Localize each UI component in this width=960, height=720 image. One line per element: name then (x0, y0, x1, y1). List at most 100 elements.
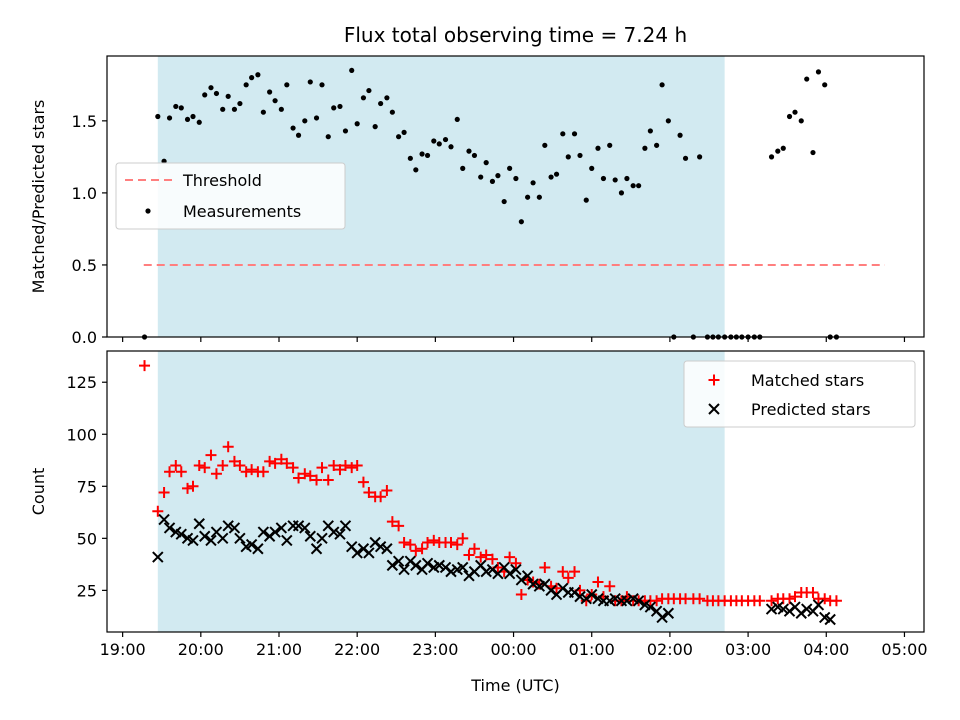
data-point (647, 128, 653, 134)
data-point (234, 532, 246, 545)
data-point (521, 570, 534, 582)
data-point (255, 72, 261, 78)
data-point (325, 134, 331, 140)
data-point (571, 131, 578, 137)
data-point (319, 82, 325, 88)
x-tick-label: 21:00 (256, 640, 302, 659)
data-point (807, 586, 819, 598)
data-point (213, 90, 220, 97)
data-point (193, 459, 205, 471)
data-point (515, 574, 528, 586)
chart-title: Flux total observing time = 7.24 h (344, 23, 687, 47)
legend: Threshold Measurements (115, 162, 346, 230)
data-point (422, 536, 434, 548)
data-point (237, 100, 243, 107)
data-point (384, 95, 390, 101)
data-point (386, 559, 399, 572)
data-point (624, 175, 630, 182)
data-point (407, 155, 413, 161)
data-point (310, 543, 323, 555)
data-point (595, 145, 601, 151)
data-point (436, 141, 442, 147)
y-tick-label: 0.5 (72, 256, 97, 275)
bottom-panel: 25 50 75 100 125 19:00 20:00 21:00 22:00 23:00 00:… (29, 350, 928, 695)
data-point (175, 466, 187, 478)
data-point (342, 128, 349, 134)
data-point (644, 601, 657, 613)
data-point (170, 459, 182, 471)
data-point (316, 462, 328, 474)
data-point (257, 526, 270, 538)
data-point (205, 534, 217, 547)
data-point (533, 578, 545, 590)
data-point (548, 174, 554, 180)
data-point (515, 589, 527, 601)
data-point (583, 197, 589, 203)
data-point (630, 183, 636, 189)
legend-measurements-label: Measurements (183, 202, 301, 221)
legend-predicted-label: Predicted stars (751, 400, 871, 419)
data-point (574, 590, 586, 603)
data-point (202, 92, 208, 98)
data-point (822, 82, 828, 88)
data-point (824, 613, 836, 626)
data-point (351, 547, 363, 559)
data-point (457, 561, 469, 574)
data-point (304, 530, 316, 542)
data-point (269, 457, 281, 469)
data-point (815, 69, 822, 75)
y-tick-label: 50 (77, 529, 97, 548)
y-tick-label: 25 (77, 581, 97, 600)
data-point (527, 578, 539, 590)
plot-frame (106, 55, 925, 338)
data-point (612, 177, 618, 183)
y-tick-label: 1.0 (72, 184, 97, 203)
data-point (374, 540, 387, 553)
data-point (401, 129, 407, 135)
data-point (158, 513, 170, 526)
data-point (264, 455, 276, 467)
data-point (363, 487, 375, 499)
data-point (504, 551, 516, 563)
data-point (553, 171, 560, 177)
data-point (337, 103, 343, 110)
data-point (463, 549, 475, 561)
data-point (780, 145, 786, 151)
data-point (182, 482, 194, 494)
data-point (304, 470, 316, 482)
x-tick-label: 01:00 (569, 640, 615, 659)
data-point (642, 145, 648, 151)
data-point (231, 106, 238, 112)
x-tick-label: 02:00 (647, 640, 693, 659)
data-point (363, 547, 375, 559)
data-point (569, 566, 581, 578)
data-point (819, 593, 831, 605)
data-point (445, 565, 457, 578)
data-point (246, 464, 258, 476)
legend-box (115, 162, 346, 230)
data-point (295, 132, 302, 138)
data-point (190, 113, 196, 120)
data-point (621, 595, 633, 607)
data-point (775, 148, 781, 154)
data-point (302, 118, 308, 124)
data-point (632, 595, 645, 607)
x-tick-label: 22:00 (334, 640, 380, 659)
data-point (240, 466, 252, 478)
data-point (510, 557, 522, 569)
data-point (486, 553, 498, 565)
y-tick-label: 125 (66, 373, 97, 392)
data-point (292, 520, 305, 532)
data-point (562, 572, 574, 584)
data-point (677, 132, 683, 138)
data-point (346, 462, 358, 474)
legend-measurements-swatch (145, 208, 151, 214)
data-point (448, 144, 454, 150)
data-point (243, 82, 249, 88)
data-point (389, 109, 395, 115)
data-point (381, 484, 393, 496)
data-point (665, 118, 671, 124)
data-point (225, 93, 231, 99)
data-point (798, 118, 804, 124)
